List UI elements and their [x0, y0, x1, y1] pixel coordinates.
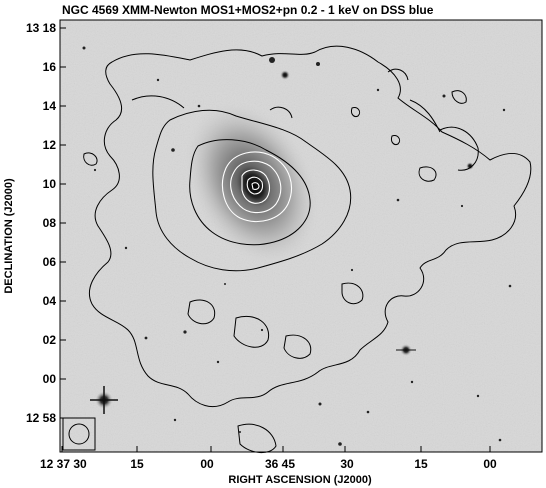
x-tick-label: 36 45	[265, 457, 295, 471]
y-tick-label: 06	[43, 255, 57, 269]
x-tick-label: 15	[130, 457, 144, 471]
y-tick-label: 12 58	[26, 411, 56, 425]
y-tick-label: 08	[43, 216, 57, 230]
bright-stars	[90, 57, 474, 414]
x-tick-label: 00	[200, 457, 214, 471]
xray-contours-outer	[83, 45, 532, 453]
y-axis-label: DECLINATION (J2000)	[3, 178, 15, 294]
y-tick-label: 12	[43, 138, 57, 152]
x-tick-label: 00	[483, 457, 497, 471]
xray-contours-inner	[222, 151, 292, 222]
x-axis-ticks	[61, 446, 491, 452]
image-frame	[59, 19, 543, 453]
faint-stars	[82, 46, 512, 446]
y-tick-label: 10	[43, 177, 57, 191]
y-tick-label: 02	[43, 333, 57, 347]
galaxy-core	[236, 165, 272, 207]
y-axis-ticks	[60, 27, 66, 419]
x-tick-label: 15	[414, 457, 428, 471]
x-axis-label: RIGHT ASCENSION (J2000)	[228, 474, 372, 486]
sky-image-panel	[59, 19, 543, 453]
y-tick-label: 13 18	[26, 21, 56, 35]
x-tick-label: 30	[340, 457, 354, 471]
y-tick-label: 00	[43, 372, 57, 386]
beam-size-indicator	[62, 417, 96, 451]
figure-title: NGC 4569 XMM-Newton MOS1+MOS2+pn 0.2 - 1…	[62, 3, 434, 17]
x-tick-labels: 12 37 30 15 00 36 45 30 15 00	[40, 457, 497, 471]
y-tick-label: 16	[43, 60, 57, 74]
y-tick-labels: 13 18 16 14 12 10 08 06 04 02 00 12 58	[26, 21, 56, 425]
y-tick-label: 14	[43, 99, 57, 113]
x-tick-label: 12 37 30	[40, 457, 87, 471]
y-tick-label: 04	[43, 294, 57, 308]
